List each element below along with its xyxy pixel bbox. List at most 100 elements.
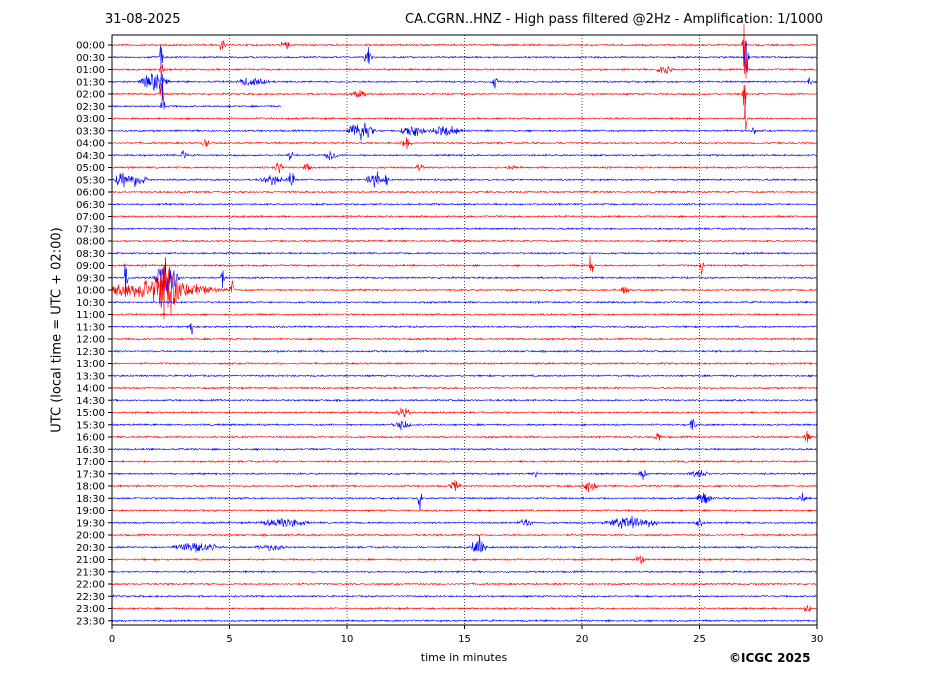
row-label: 18:00	[76, 482, 105, 493]
trace-row	[111, 430, 818, 443]
trace-row	[111, 361, 818, 366]
row-label: 23:30	[76, 616, 105, 627]
trace-row	[112, 97, 818, 130]
trace-row	[111, 122, 818, 141]
row-label: 06:30	[76, 200, 105, 211]
row-label: 08:30	[76, 249, 105, 260]
row-label: 21:00	[76, 555, 105, 566]
row-label: 04:00	[76, 139, 105, 150]
row-label: 12:30	[76, 347, 105, 358]
trace-row	[111, 149, 818, 161]
row-label: 03:00	[76, 114, 105, 125]
row-label: 17:30	[76, 469, 105, 480]
row-label: 19:00	[76, 506, 105, 517]
trace-row	[111, 373, 818, 378]
trace-row	[111, 300, 818, 305]
plot-frame	[111, 34, 818, 626]
trace-row	[111, 171, 818, 188]
trace-row	[111, 41, 818, 73]
row-label: 15:00	[76, 408, 105, 419]
x-axis-label: time in minutes	[420, 651, 508, 664]
row-label: 09:00	[76, 261, 105, 272]
trace-row	[111, 255, 818, 275]
row-label: 22:00	[76, 580, 105, 591]
row-label: 20:00	[76, 531, 105, 542]
trace-row	[111, 251, 818, 256]
trace-row	[111, 323, 818, 335]
trace-row	[111, 492, 818, 511]
row-label: 07:30	[76, 224, 105, 235]
row-label: 02:00	[76, 90, 105, 101]
row-label: 14:30	[76, 396, 105, 407]
grid-lines	[229, 35, 700, 625]
copyright-credit: ©ICGC 2025	[729, 651, 811, 665]
row-label: 02:30	[76, 102, 105, 113]
row-label: 15:30	[76, 420, 105, 431]
row-label: 23:00	[76, 604, 105, 615]
row-label: 14:00	[76, 384, 105, 395]
x-tick-label: 30	[811, 634, 824, 645]
trace-row	[111, 515, 818, 529]
row-label: 09:30	[76, 273, 105, 284]
x-tick-label: 20	[576, 634, 589, 645]
x-tick-label: 15	[458, 634, 471, 645]
row-label: 11:30	[76, 322, 105, 333]
trace-row	[111, 337, 818, 341]
trace-row	[111, 618, 818, 623]
trace-row	[111, 190, 818, 194]
row-label: 08:00	[76, 237, 105, 248]
recording-date: 31-08-2025	[105, 12, 181, 27]
trace-row	[111, 23, 818, 75]
trace-row	[111, 264, 818, 320]
trace-row	[111, 419, 818, 431]
trace-row	[111, 386, 818, 390]
row-label: 18:30	[76, 494, 105, 505]
trace-row	[111, 137, 818, 150]
trace-row	[111, 73, 818, 92]
row-label: 22:30	[76, 592, 105, 603]
row-label: 01:00	[76, 65, 105, 76]
row-label: 21:30	[76, 567, 105, 578]
trace-row	[111, 508, 818, 513]
row-label: 13:00	[76, 359, 105, 370]
trace-row	[111, 73, 282, 110]
row-label: 05:30	[76, 175, 105, 186]
x-axis: 0 5 10 15 20 25 30	[109, 625, 824, 645]
row-label: 01:30	[76, 77, 105, 88]
trace-row	[111, 407, 818, 418]
row-label: 04:30	[76, 151, 105, 162]
row-label: 06:00	[76, 188, 105, 199]
trace-row	[111, 594, 818, 599]
trace-row	[111, 533, 818, 537]
trace-row	[111, 214, 818, 219]
y-axis-label: UTC (local time = UTC + 02:00)	[49, 227, 65, 433]
row-label: 19:30	[76, 518, 105, 529]
trace-row	[112, 56, 818, 79]
row-label: 12:00	[76, 335, 105, 346]
trace-row	[111, 162, 818, 174]
row-label: 13:30	[76, 371, 105, 382]
row-label: 16:00	[76, 433, 105, 444]
x-tick-label: 25	[693, 634, 706, 645]
row-label: 00:00	[76, 41, 105, 52]
chart-title: CA.CGRN..HNZ - High pass filtered @2Hz -…	[405, 12, 823, 27]
row-label: 05:00	[76, 163, 105, 174]
trace-row	[111, 239, 818, 243]
row-label: 20:30	[76, 543, 105, 554]
trace-row	[111, 226, 818, 231]
trace-row	[111, 447, 818, 452]
trace-row	[111, 479, 818, 493]
trace-row	[111, 202, 818, 207]
trace-row	[111, 605, 818, 612]
trace-row	[111, 257, 818, 297]
row-label: 03:30	[76, 126, 105, 137]
seismic-traces	[111, 23, 818, 623]
trace-row	[111, 459, 818, 464]
row-label: 11:00	[76, 310, 105, 321]
trace-row	[111, 82, 818, 106]
trace-row	[111, 312, 818, 317]
trace-row	[111, 555, 818, 565]
trace-row	[111, 398, 818, 403]
